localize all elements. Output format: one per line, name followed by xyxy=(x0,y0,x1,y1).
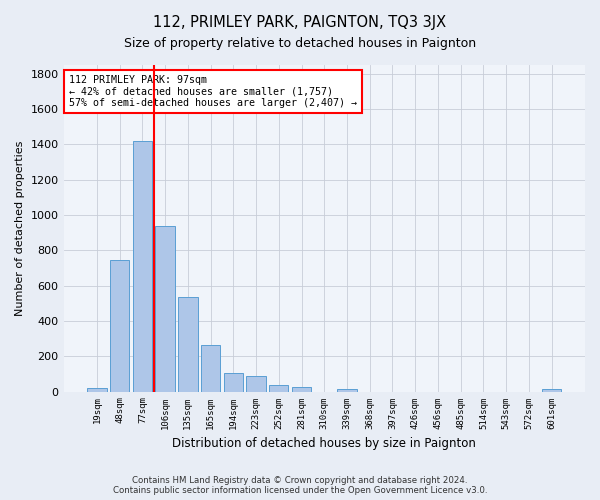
Bar xyxy=(110,260,130,392)
Y-axis label: Number of detached properties: Number of detached properties xyxy=(15,140,25,316)
Bar xyxy=(269,385,289,392)
Bar xyxy=(224,373,243,392)
Bar xyxy=(178,297,197,392)
X-axis label: Distribution of detached houses by size in Paignton: Distribution of detached houses by size … xyxy=(172,437,476,450)
Bar xyxy=(542,389,561,392)
Bar xyxy=(133,141,152,392)
Bar xyxy=(337,388,356,392)
Text: 112, PRIMLEY PARK, PAIGNTON, TQ3 3JX: 112, PRIMLEY PARK, PAIGNTON, TQ3 3JX xyxy=(154,15,446,30)
Text: Contains HM Land Registry data © Crown copyright and database right 2024.
Contai: Contains HM Land Registry data © Crown c… xyxy=(113,476,487,495)
Text: 112 PRIMLEY PARK: 97sqm
← 42% of detached houses are smaller (1,757)
57% of semi: 112 PRIMLEY PARK: 97sqm ← 42% of detache… xyxy=(69,75,357,108)
Bar xyxy=(155,226,175,392)
Text: Size of property relative to detached houses in Paignton: Size of property relative to detached ho… xyxy=(124,38,476,51)
Bar xyxy=(201,345,220,392)
Bar xyxy=(87,388,107,392)
Bar xyxy=(247,376,266,392)
Bar xyxy=(292,387,311,392)
